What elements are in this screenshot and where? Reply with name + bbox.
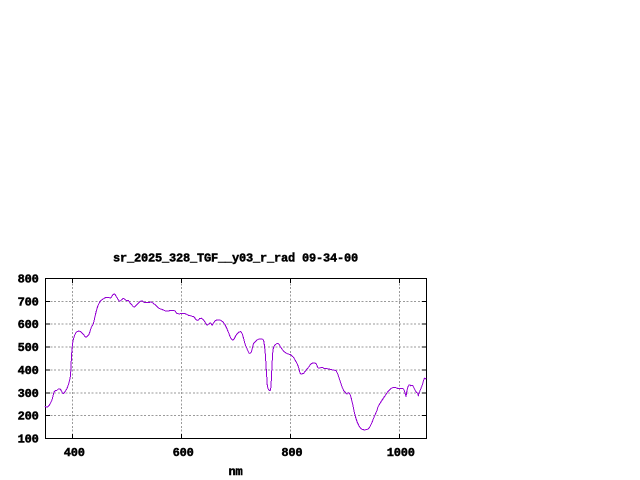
svg-text:1000: 1000 bbox=[387, 446, 415, 460]
svg-text:sr_2025_328_TGF__y03_r_rad 09-: sr_2025_328_TGF__y03_r_rad 09-34-00 bbox=[113, 252, 358, 266]
svg-text:600: 600 bbox=[18, 318, 39, 332]
svg-text:200: 200 bbox=[18, 410, 39, 424]
svg-text:700: 700 bbox=[18, 295, 39, 309]
svg-text:400: 400 bbox=[64, 446, 85, 460]
svg-text:800: 800 bbox=[281, 446, 302, 460]
svg-text:nm: nm bbox=[228, 465, 242, 479]
svg-text:300: 300 bbox=[18, 387, 39, 401]
svg-text:600: 600 bbox=[173, 446, 194, 460]
svg-text:800: 800 bbox=[18, 273, 39, 287]
svg-text:500: 500 bbox=[18, 341, 39, 355]
svg-text:400: 400 bbox=[18, 364, 39, 378]
svg-text:100: 100 bbox=[18, 433, 39, 447]
